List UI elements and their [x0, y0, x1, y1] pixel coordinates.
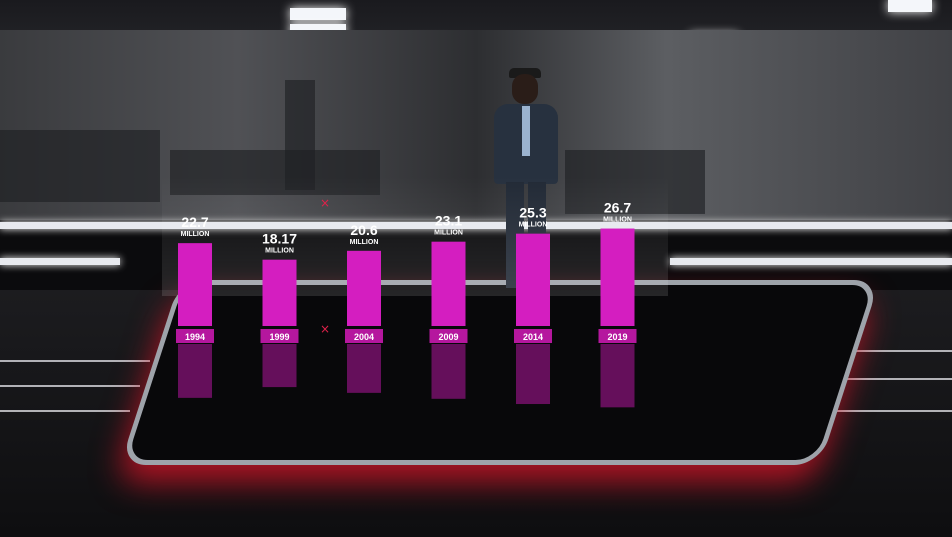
- bar-reflection: [600, 344, 635, 408]
- light-strip: [0, 258, 120, 265]
- floor-line: [0, 385, 140, 387]
- bar-value-label: 23.1: [435, 213, 462, 229]
- x-tick-label: 1999: [269, 332, 289, 342]
- x-tick-label: 2019: [607, 332, 627, 342]
- bar-reflection: [431, 344, 466, 399]
- presenter-head: [512, 74, 538, 104]
- bar: [347, 250, 381, 326]
- bar: [516, 233, 550, 326]
- tick-label-background: [514, 329, 552, 343]
- building-image: [565, 150, 705, 214]
- floor-line: [0, 410, 130, 412]
- x-tick-label: 2014: [523, 332, 543, 342]
- tick-label-background: [345, 329, 383, 343]
- x-marker-icon: ×: [320, 196, 330, 210]
- bar: [262, 259, 297, 326]
- bar: [178, 243, 212, 326]
- tick-label-background: [598, 329, 637, 343]
- floor-line: [0, 360, 150, 362]
- bar: [600, 228, 635, 326]
- bar-unit-label: MILLION: [181, 231, 210, 238]
- tick-label-background: [429, 329, 468, 343]
- bar-unit-label: MILLION: [434, 230, 463, 237]
- bar-value-label: 25.3: [519, 205, 546, 221]
- tick-label-background: [260, 329, 299, 343]
- building-image: [170, 150, 380, 195]
- light-strip: [0, 222, 952, 229]
- tick-label-background: [176, 329, 214, 343]
- bar: [431, 241, 466, 326]
- bar-unit-label: MILLION: [265, 248, 294, 255]
- floor-line: [780, 350, 952, 352]
- x-tick-label: 2009: [438, 332, 458, 342]
- building-image: [0, 130, 160, 202]
- floor-line: [760, 378, 952, 380]
- bar-unit-label: MILLION: [350, 239, 379, 246]
- bar-reflection: [347, 344, 381, 393]
- bar-reflection: [262, 344, 297, 388]
- ceiling-light: [888, 0, 932, 12]
- presenter-tie: [522, 106, 530, 156]
- bar-unit-label: MILLION: [603, 217, 632, 224]
- bar-value-label: 20.6: [350, 222, 377, 238]
- bar-value-label: 26.7: [604, 200, 631, 216]
- floor-line: [740, 410, 952, 412]
- bar-value-label: 18.17: [262, 231, 297, 247]
- x-tick-label: 2004: [354, 332, 374, 342]
- presenter-hat: [509, 68, 541, 78]
- bar-reflection: [178, 344, 212, 398]
- x-tick-label: 1994: [185, 332, 205, 342]
- bar-unit-label: MILLION: [519, 222, 548, 229]
- bar-reflection: [516, 344, 550, 405]
- ceiling-light: [290, 8, 346, 20]
- chart-backdrop: [162, 176, 668, 296]
- light-strip: [670, 258, 952, 265]
- bar-value-label: 22.7: [181, 214, 208, 230]
- x-marker-icon: ×: [320, 322, 330, 336]
